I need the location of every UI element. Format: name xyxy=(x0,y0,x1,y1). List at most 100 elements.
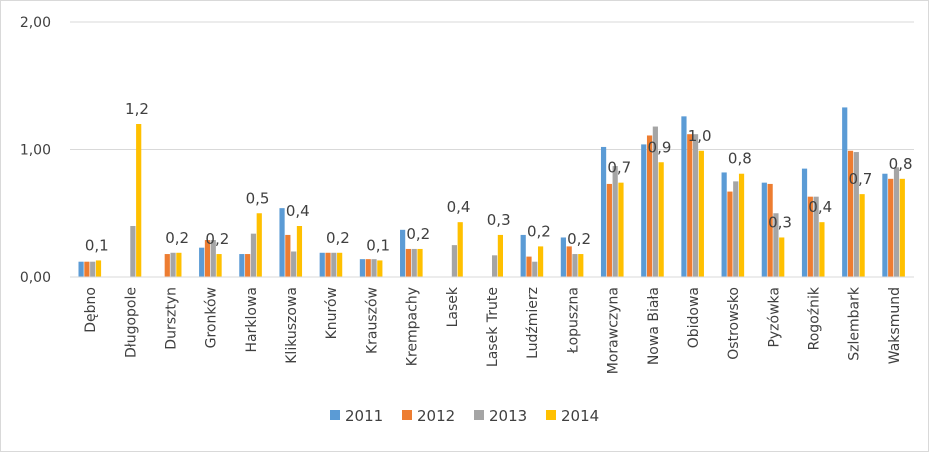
bar-2012-7 xyxy=(365,259,371,277)
bar-2013-16 xyxy=(733,181,739,277)
bar-2012-18 xyxy=(807,196,813,277)
bar-2014-8 xyxy=(417,248,423,277)
bar-2013-13 xyxy=(612,166,618,277)
bar-2014-19 xyxy=(859,194,865,277)
bar-2011-18 xyxy=(801,168,808,277)
x-tick-label: Ostrowsko xyxy=(726,287,742,360)
data-label: 0,8 xyxy=(728,150,752,168)
bar-2014-20 xyxy=(899,178,905,277)
bar-2012-6 xyxy=(325,252,331,277)
legend-swatch-2011 xyxy=(330,410,340,420)
bar-2012-15 xyxy=(687,134,693,277)
y-tick-label: 2,00 xyxy=(20,15,51,31)
bar-2011-3 xyxy=(199,247,205,277)
bar-2011-15 xyxy=(681,116,687,277)
bar-2012-2 xyxy=(164,254,170,277)
bar-2013-1 xyxy=(130,226,136,277)
bar-2012-17 xyxy=(767,183,773,277)
bar-2011-0 xyxy=(78,261,84,277)
bar-2013-20 xyxy=(893,167,900,277)
bar-2012-20 xyxy=(888,178,894,277)
bar-2012-5 xyxy=(285,234,291,277)
data-label: 0,2 xyxy=(527,222,551,240)
bar-2012-0 xyxy=(84,261,90,277)
x-tick-label: Dębno xyxy=(83,287,99,333)
x-tick-label: Lasek Trute xyxy=(485,287,501,367)
x-axis: Dębno Długopole Dursztyn Gronków Harklowa Kli… xyxy=(70,276,914,374)
data-label: 0,7 xyxy=(848,170,872,188)
bar-2014-18 xyxy=(819,222,825,277)
bar-2013-9 xyxy=(451,245,458,277)
data-label: 0,4 xyxy=(286,202,310,220)
data-label: 0,2 xyxy=(205,230,229,248)
bar-2011-6 xyxy=(319,252,325,277)
bar-2013-14 xyxy=(652,126,658,277)
data-label: 0,2 xyxy=(326,229,350,247)
x-tick-label: Dursztyn xyxy=(163,287,179,350)
data-label: 0,2 xyxy=(567,230,591,248)
bar-2011-12 xyxy=(560,237,566,277)
bar-2013-8 xyxy=(411,248,417,277)
bar-2012-11 xyxy=(526,256,532,277)
data-label: 0,2 xyxy=(165,229,189,247)
x-tick-label: Nowa Biała xyxy=(646,287,662,365)
bar-2014-14 xyxy=(658,162,664,277)
bar-2013-3 xyxy=(210,240,216,277)
data-label: 0,4 xyxy=(447,198,471,216)
data-label: 0,4 xyxy=(808,198,832,216)
y-axis: 0,00 1,00 2,00 xyxy=(20,15,51,286)
x-tick-label: Knurów xyxy=(324,287,340,339)
bar-2011-8 xyxy=(400,229,406,277)
bar-2012-14 xyxy=(646,135,653,277)
bar-2013-7 xyxy=(371,259,377,277)
x-tick-label: Gronków xyxy=(204,287,220,348)
data-label: 1,0 xyxy=(688,127,712,145)
bar-2011-11 xyxy=(520,234,526,277)
legend-swatch-2014 xyxy=(546,410,556,420)
bar-2012-4 xyxy=(245,254,251,277)
x-tick-label: Rogoźnik xyxy=(807,286,823,350)
bar-2013-2 xyxy=(170,252,176,277)
bar-2014-16 xyxy=(738,173,745,277)
x-tick-label: Ludźmierz xyxy=(525,287,541,359)
bar-2014-10 xyxy=(497,234,503,277)
bar-2011-19 xyxy=(842,107,848,277)
bar-2014-11 xyxy=(537,246,544,277)
x-tick-label: Harklowa xyxy=(244,287,260,352)
bar-2014-7 xyxy=(377,260,383,277)
bar-2011-20 xyxy=(882,173,888,277)
bar-2013-6 xyxy=(331,252,337,277)
bar-2014-12 xyxy=(578,254,584,277)
y-tick-label: 0,00 xyxy=(20,270,51,286)
bar-2012-19 xyxy=(847,150,854,277)
legend-label-2012: 2012 xyxy=(417,407,455,425)
bar-2013-11 xyxy=(532,261,538,277)
bar-2013-4 xyxy=(250,233,257,277)
bar-2014-3 xyxy=(216,254,222,277)
data-label: 0,1 xyxy=(366,236,390,254)
bar-2011-17 xyxy=(761,182,767,277)
legend-label-2011: 2011 xyxy=(345,407,383,425)
y-tick-label: 1,00 xyxy=(20,143,51,159)
bar-2011-5 xyxy=(279,208,285,277)
x-tick-label: Pyzówka xyxy=(766,287,782,348)
bar-2011-4 xyxy=(239,254,245,277)
bar-2013-18 xyxy=(813,196,819,277)
bar-2012-13 xyxy=(606,183,612,277)
data-label: 0,3 xyxy=(768,213,792,231)
bar-2011-16 xyxy=(721,172,727,277)
bar-2013-0 xyxy=(90,261,96,277)
x-tick-label: Długopole xyxy=(123,287,139,358)
bar-2014-13 xyxy=(618,182,624,277)
bar-2013-12 xyxy=(572,254,578,277)
bar-2014-4 xyxy=(256,213,262,277)
bar-2013-10 xyxy=(492,255,498,277)
legend-label-2013: 2013 xyxy=(489,407,527,425)
bar-2012-8 xyxy=(405,248,412,277)
data-label: 0,2 xyxy=(406,225,430,243)
legend-swatch-2013 xyxy=(474,410,484,420)
bar-2014-15 xyxy=(698,150,704,277)
data-label: 1,2 xyxy=(125,100,149,118)
legend-swatch-2012 xyxy=(402,410,412,420)
